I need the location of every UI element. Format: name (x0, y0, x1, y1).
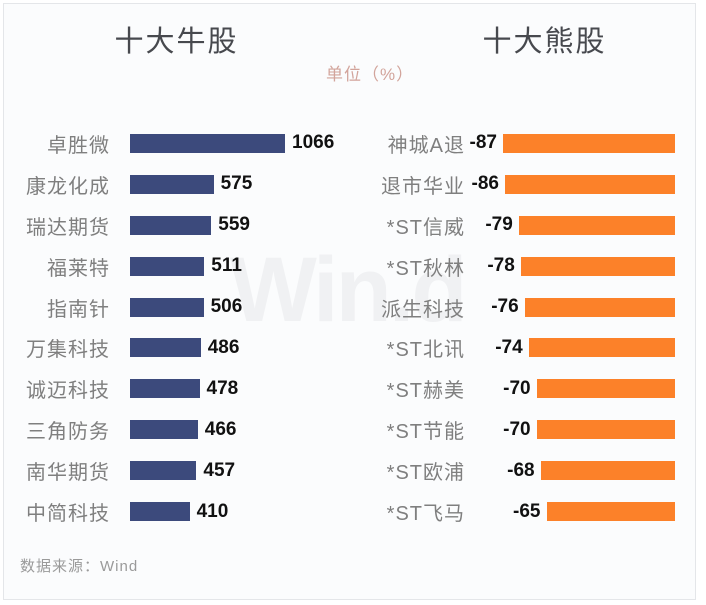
value-label: -76 (491, 296, 519, 318)
bar (130, 297, 204, 317)
stock-name-label: *ST信威 (386, 216, 465, 239)
value-label: 511 (211, 255, 242, 277)
bar-zone: -78 (465, 255, 675, 277)
stock-name-label: 万集科技 (26, 339, 110, 362)
value-label: -68 (507, 459, 535, 481)
bar (540, 461, 675, 481)
stock-name-label: 退市华业 (381, 175, 465, 198)
value-label: -70 (503, 418, 531, 440)
value-label: 478 (206, 377, 239, 399)
stock-name-label: 派生科技 (381, 298, 465, 321)
chart-row: 中简科技 410 (20, 491, 350, 532)
value-label: 410 (196, 500, 229, 522)
bar (130, 133, 285, 153)
bull-bar-chart: 卓胜微 1066 康龙化成 575 瑞达期货 559 福莱特 511 指南针 506 万集科技 486… (20, 123, 350, 532)
data-source-caption: 数据来源：Wind (20, 558, 139, 575)
stock-name-label: 中简科技 (26, 503, 110, 526)
bar-zone: -70 (465, 378, 675, 400)
bar-zone: -68 (465, 460, 675, 482)
bar-zone: -65 (465, 501, 675, 523)
chart-row: *ST赫美 -70 (372, 368, 675, 409)
stock-name-label: *ST节能 (386, 421, 465, 444)
bar-zone: -86 (465, 173, 675, 195)
chart-row: *ST北讯 -74 (372, 328, 675, 369)
bar-zone: -79 (465, 214, 675, 236)
bar (524, 297, 675, 317)
bar (520, 256, 675, 276)
wind-watermark: Win.d (230, 239, 468, 341)
stock-name-label: 瑞达期货 (26, 216, 110, 239)
stock-name-label: 卓胜微 (47, 134, 110, 157)
bar (130, 379, 200, 399)
bar-zone: -76 (465, 296, 675, 318)
bar-zone: -87 (465, 132, 675, 154)
bear-chart-title: 十大熊股 (482, 26, 607, 58)
stock-name-label: 福莱特 (47, 257, 110, 280)
chart-row: *ST信威 -79 (372, 205, 675, 246)
chart-row: 福莱特 511 (20, 246, 350, 287)
stock-name-label: 三角防务 (26, 421, 110, 444)
stock-name-label: 康龙化成 (26, 175, 110, 198)
value-label: -65 (513, 500, 541, 522)
stock-name-label: *ST飞马 (386, 503, 465, 526)
bar (130, 215, 212, 235)
chart-row: 退市华业 -86 (372, 164, 675, 205)
value-label: 457 (203, 459, 236, 481)
chart-row: 南华期货 457 (20, 450, 350, 491)
bull-chart-title: 十大牛股 (114, 26, 239, 58)
value-label: 1066 (292, 132, 335, 154)
value-label: 466 (204, 418, 237, 440)
chart-row: 三角防务 466 (20, 409, 350, 450)
chart-row: 瑞达期货 559 (20, 205, 350, 246)
value-label: -70 (503, 377, 531, 399)
bear-bar-chart: 神城A退 -87 退市华业 -86 *ST信威 -79 *ST秋林 -78 派生科技 -76 *ST… (372, 123, 675, 532)
bar (130, 502, 190, 522)
chart-row: *ST节能 -70 (372, 409, 675, 450)
value-label: 486 (207, 336, 240, 358)
bar (518, 215, 675, 235)
stock-name-label: 神城A退 (387, 134, 465, 157)
bar (130, 461, 197, 481)
chart-row: 卓胜微 1066 (20, 123, 350, 164)
chart-row: 诚迈科技 478 (20, 368, 350, 409)
bar-zone: -74 (465, 337, 675, 359)
value-label: 506 (210, 296, 243, 318)
unit-label: 单位（%） (326, 65, 415, 84)
bar (130, 420, 198, 440)
chart-row: *ST飞马 -65 (372, 491, 675, 532)
bar-zone: -70 (465, 419, 675, 441)
bar (536, 420, 675, 440)
chart-row: 神城A退 -87 (372, 123, 675, 164)
chart-row: *ST秋林 -78 (372, 246, 675, 287)
value-label: -79 (485, 214, 513, 236)
bar (130, 256, 205, 276)
value-label: -74 (495, 336, 523, 358)
stock-name-label: *ST秋林 (386, 257, 465, 280)
value-label: 559 (218, 214, 250, 236)
chart-row: 指南针 506 (20, 287, 350, 328)
value-label: -86 (471, 173, 499, 195)
stock-name-label: *ST欧浦 (386, 462, 465, 485)
stock-name-label: 指南针 (47, 298, 110, 321)
bar (546, 502, 675, 522)
bar (528, 338, 675, 358)
chart-row: 派生科技 -76 (372, 287, 675, 328)
bar (130, 174, 214, 194)
bar (536, 379, 675, 399)
chart-row: 万集科技 486 (20, 328, 350, 369)
stock-name-label: 南华期货 (26, 462, 110, 485)
chart-row: *ST欧浦 -68 (372, 450, 675, 491)
value-label: 575 (220, 173, 253, 195)
stock-name-label: *ST赫美 (386, 380, 465, 403)
value-label: -87 (469, 132, 497, 154)
bar (505, 174, 675, 194)
stock-name-label: 诚迈科技 (26, 380, 110, 403)
stock-name-label: *ST北讯 (386, 339, 465, 362)
value-label: -78 (487, 255, 515, 277)
bar (503, 133, 675, 153)
chart-row: 康龙化成 575 (20, 164, 350, 205)
bar (130, 338, 201, 358)
